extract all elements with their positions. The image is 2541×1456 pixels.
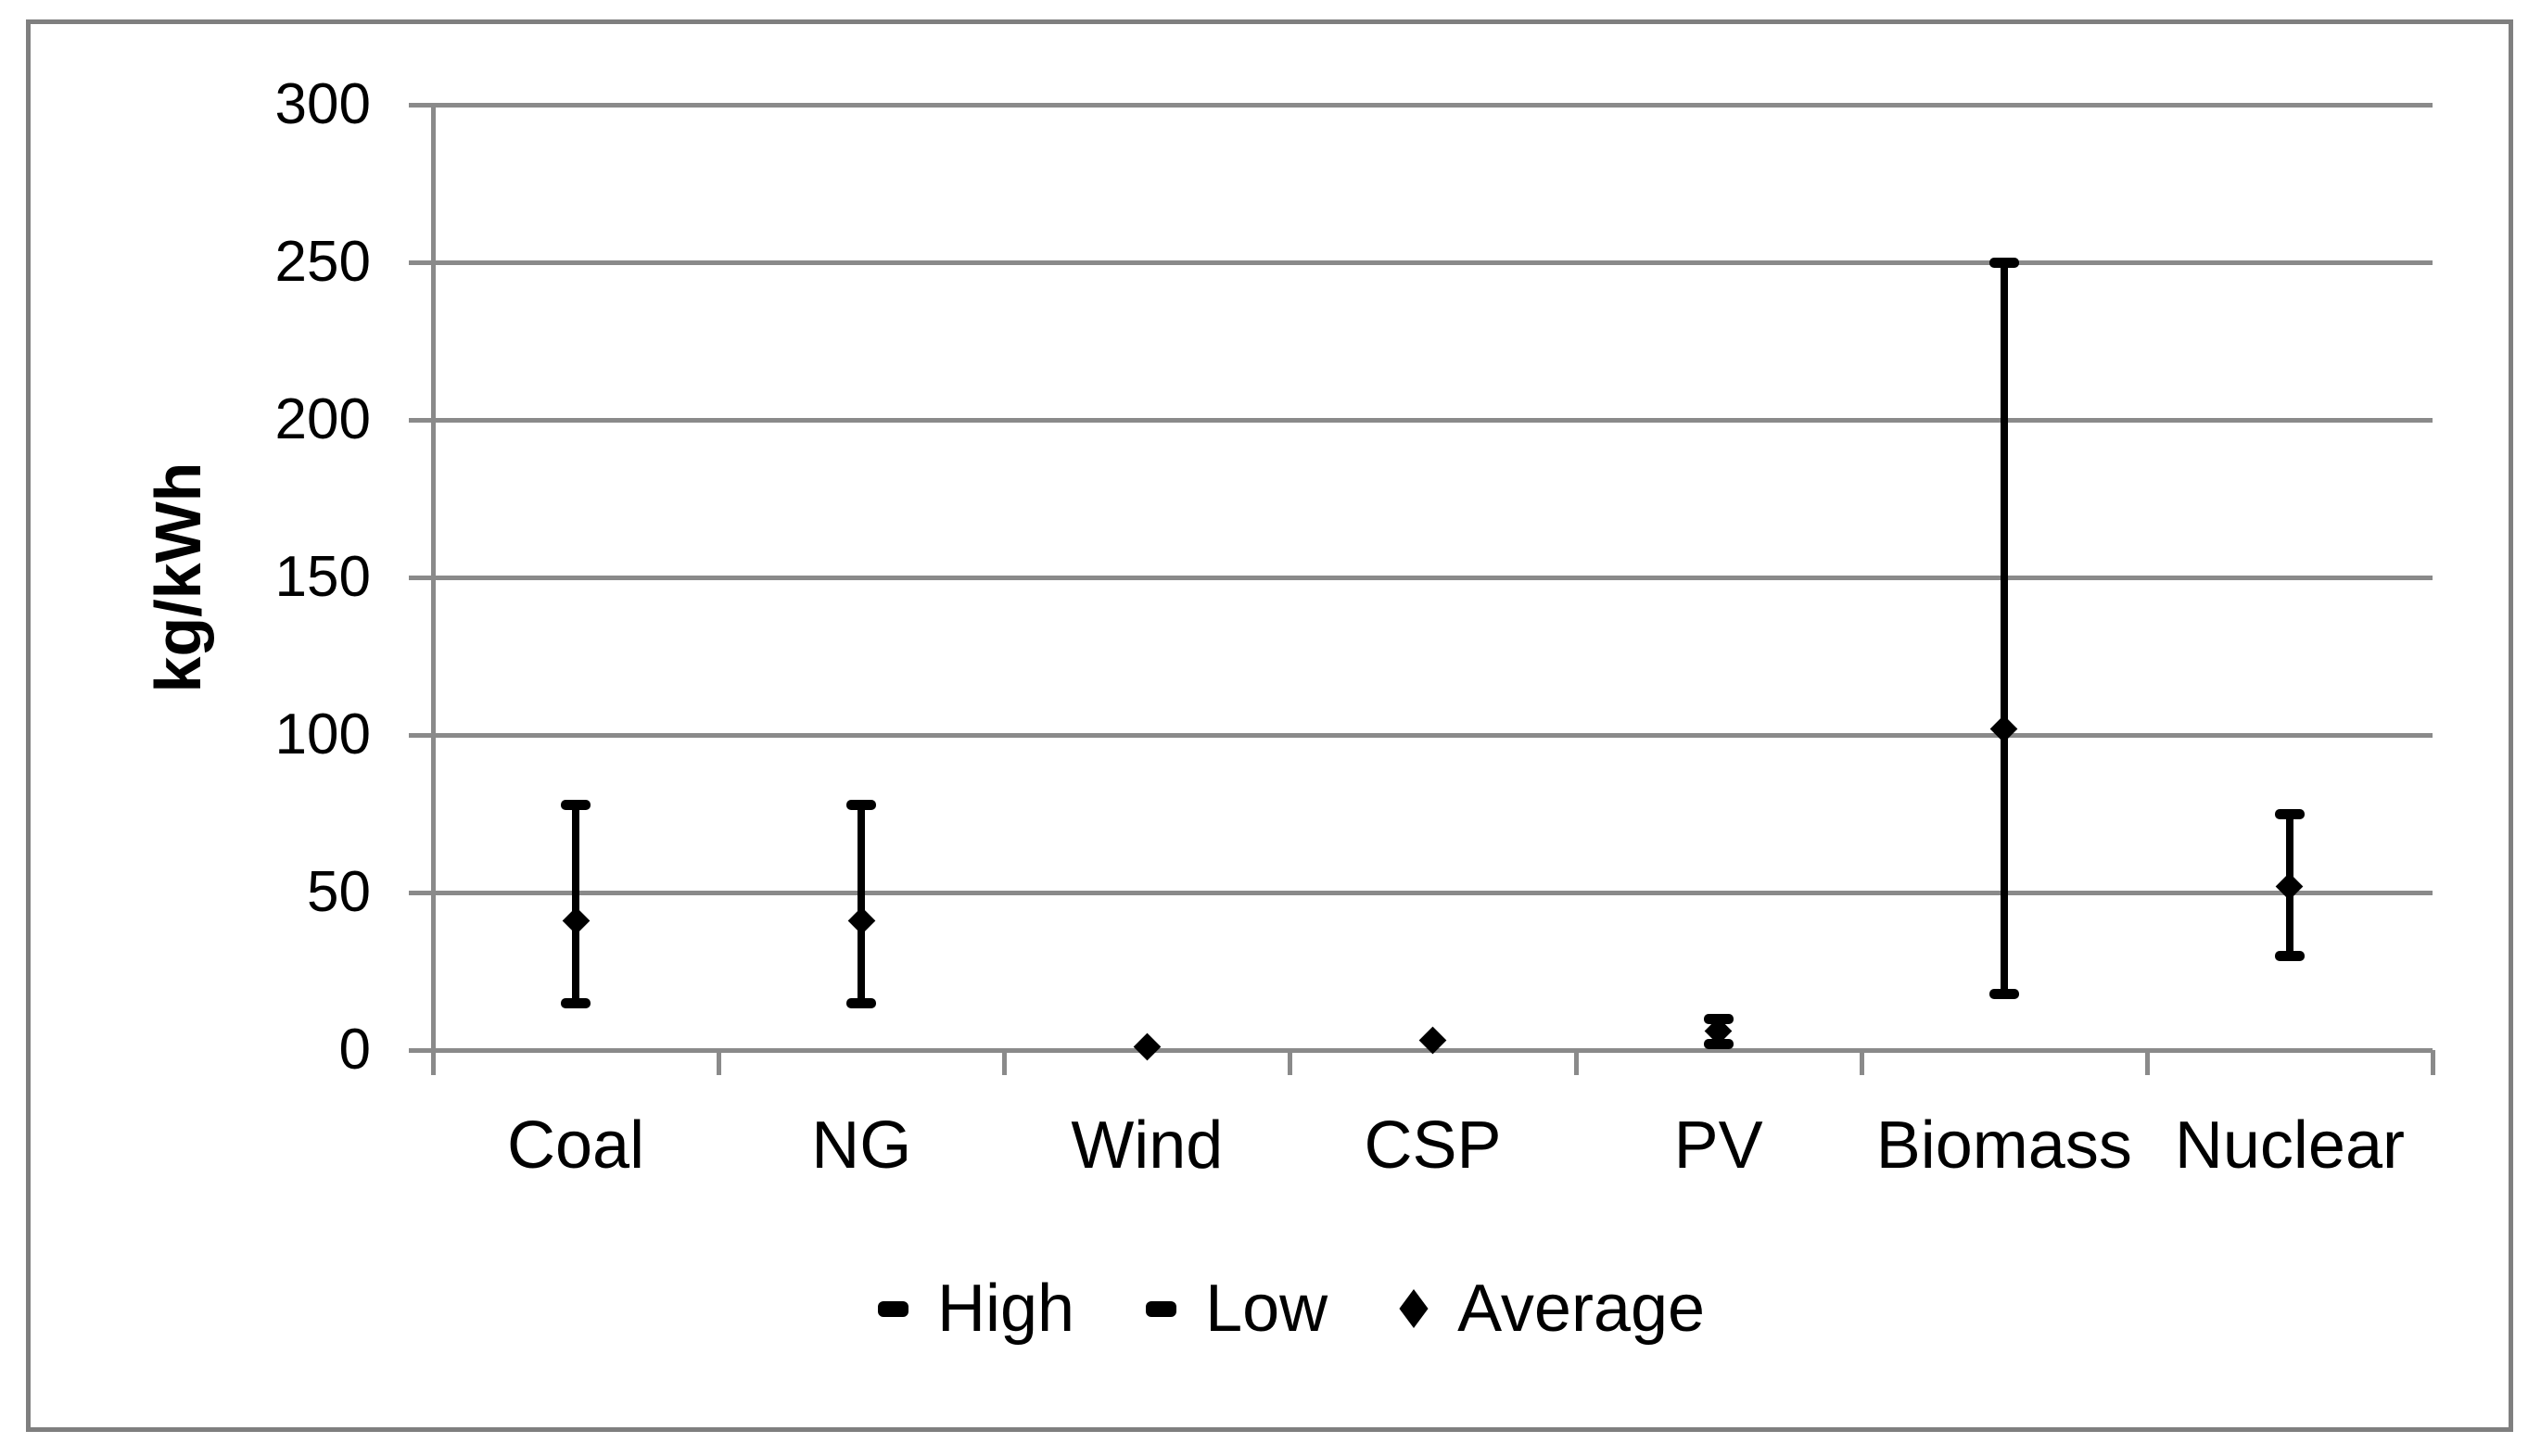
x-axis-line — [409, 1048, 2433, 1053]
low-cap-nuclear — [2274, 951, 2305, 961]
low-cap-biomass — [1988, 988, 2019, 999]
x-category-label-nuclear: Nuclear — [2174, 1108, 2405, 1183]
x-axis-tick — [2144, 1050, 2150, 1075]
legend-label-high: High — [937, 1272, 1075, 1346]
x-axis-tick — [717, 1050, 722, 1075]
legend-label-average: Average — [1457, 1272, 1706, 1346]
y-axis-line — [431, 105, 436, 1075]
x-axis-tick — [1002, 1050, 1008, 1075]
high-marker-icon — [878, 1300, 908, 1317]
legend-item-low: Low — [1146, 1270, 1328, 1348]
x-category-label-wind: Wind — [1071, 1108, 1224, 1183]
x-axis-tick — [1859, 1050, 1864, 1075]
gridline — [409, 891, 2433, 895]
y-tick-label: 100 — [274, 703, 371, 766]
range-line-ng — [858, 804, 866, 1003]
high-cap-ng — [846, 799, 877, 810]
x-axis-tick — [1573, 1050, 1579, 1075]
gridline — [409, 733, 2433, 738]
x-category-label-biomass: Biomass — [1875, 1108, 2132, 1183]
y-tick-label: 200 — [274, 387, 371, 451]
gridline — [409, 103, 2433, 108]
legend: High Low Average — [878, 1270, 1705, 1348]
y-tick-label: 150 — [274, 545, 371, 609]
low-marker-icon — [1146, 1300, 1177, 1317]
high-cap-biomass — [1988, 258, 2019, 268]
range-line-coal — [572, 804, 580, 1003]
legend-item-average: Average — [1399, 1270, 1705, 1348]
x-category-label-ng: NG — [811, 1108, 912, 1183]
high-cap-coal — [561, 799, 591, 810]
x-category-label-csp: CSP — [1364, 1108, 1502, 1183]
range-line-biomass — [2000, 262, 2008, 994]
y-tick-label: 50 — [307, 860, 371, 924]
x-axis-tick — [1288, 1050, 1293, 1075]
x-category-label-coal: Coal — [507, 1108, 645, 1183]
x-axis-tick — [2431, 1050, 2435, 1075]
y-tick-label: 250 — [274, 230, 371, 294]
gridline — [409, 576, 2433, 580]
high-cap-nuclear — [2274, 809, 2305, 819]
y-tick-label: 0 — [338, 1018, 371, 1082]
low-cap-ng — [846, 998, 877, 1008]
chart-border — [26, 19, 2513, 1432]
legend-label-low: Low — [1205, 1272, 1328, 1346]
gridline — [409, 418, 2433, 423]
x-axis-tick — [431, 1050, 436, 1075]
average-marker-icon — [1399, 1288, 1429, 1329]
gridline — [409, 260, 2433, 265]
x-category-label-pv: PV — [1673, 1108, 1763, 1183]
legend-item-high: High — [878, 1270, 1074, 1348]
y-tick-label: 300 — [274, 72, 371, 136]
low-cap-coal — [561, 998, 591, 1008]
